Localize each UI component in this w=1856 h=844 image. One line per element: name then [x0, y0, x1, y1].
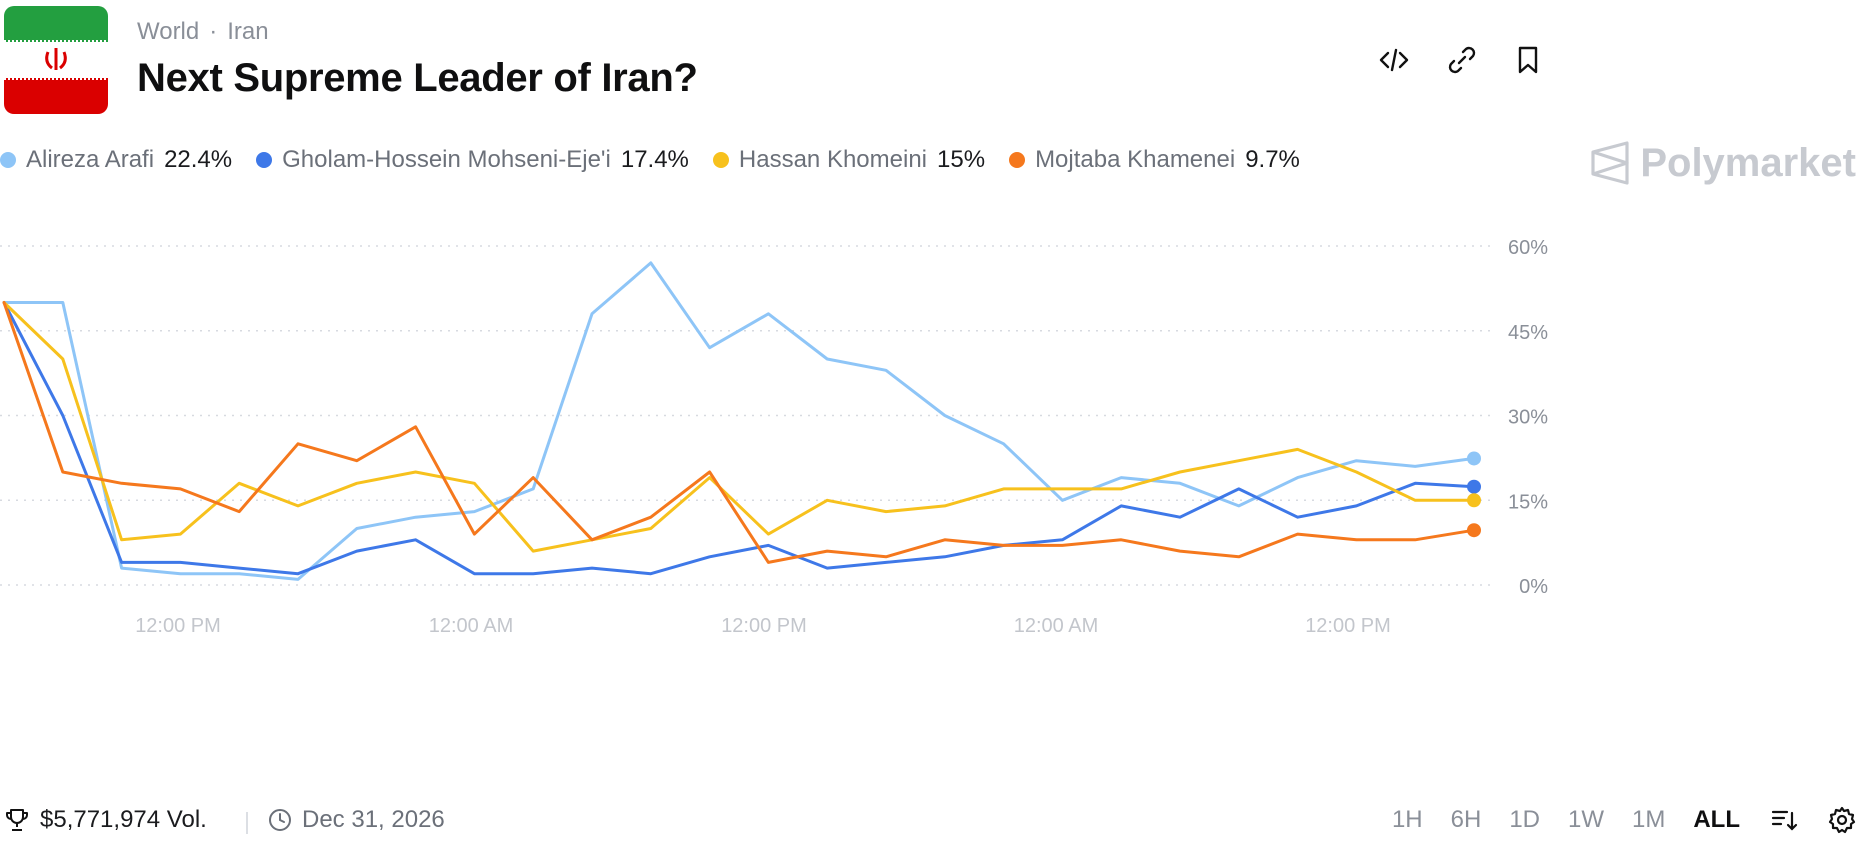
- code-icon: [1379, 48, 1409, 72]
- series-line-2: [2, 301, 1476, 553]
- x-tick-label: 12:00 PM: [721, 615, 807, 637]
- legend-dot: [712, 152, 729, 168]
- y-tick-label: 45%: [1508, 322, 1548, 344]
- breadcrumb: World · Iran: [137, 18, 269, 46]
- polymarket-brand: Polymarket: [1590, 140, 1856, 186]
- time-range-selector: 1H 6H 1D 1W 1M ALL: [1364, 806, 1856, 834]
- legend-value: 17.4%: [620, 146, 689, 173]
- legend-name: Hassan Khomeini: [738, 146, 928, 173]
- series-endpoint-0: [1467, 451, 1481, 466]
- sort-icon: [1771, 810, 1798, 831]
- legend-value: 22.4%: [164, 146, 233, 173]
- volume-info: $5,771,974 Vol.: [4, 806, 207, 834]
- embed-code-button[interactable]: [1372, 38, 1416, 82]
- copy-link-button[interactable]: [1440, 38, 1484, 82]
- iran-flag-icon: [4, 6, 108, 114]
- range-1d[interactable]: 1D: [1509, 806, 1540, 833]
- series-line-3: [2, 301, 1476, 564]
- y-tick-label: 30%: [1508, 407, 1548, 429]
- legend-dot: [0, 152, 16, 168]
- chart-series: [2, 261, 1481, 581]
- end-date-text: Dec 31, 2026: [302, 806, 445, 833]
- range-6h[interactable]: 6H: [1450, 806, 1482, 833]
- legend-item-hassan-khomeini[interactable]: Hassan Khomeini 15%: [712, 146, 986, 174]
- trophy-icon: [6, 809, 28, 831]
- polymarket-logo-icon: [1591, 141, 1629, 185]
- clock-icon: [269, 809, 291, 831]
- legend-name: Mojtaba Khamenei: [1035, 146, 1236, 173]
- x-tick-label: 12:00 PM: [1305, 615, 1391, 637]
- range-1w[interactable]: 1W: [1568, 806, 1604, 833]
- breadcrumb-separator: ·: [209, 18, 218, 45]
- series-endpoint-2: [1467, 493, 1481, 508]
- price-history-chart[interactable]: 60%45%30%15%0% 12:00 PM 12:00 AM 12:00 PM 1…: [0, 200, 1856, 760]
- range-1h[interactable]: 1H: [1391, 806, 1423, 833]
- chart-grid: [0, 245, 1490, 586]
- footer-divider: [246, 812, 248, 834]
- range-1m[interactable]: 1M: [1632, 806, 1666, 833]
- series-line-1: [2, 301, 1476, 576]
- link-icon: [1448, 46, 1476, 74]
- legend-value: 9.7%: [1245, 146, 1300, 173]
- legend-item-alireza-arafi[interactable]: Alireza Arafi 22.4%: [0, 146, 232, 174]
- volume-text: $5,771,974 Vol.: [40, 806, 207, 833]
- legend-dot: [256, 152, 273, 168]
- end-date-info: Dec 31, 2026: [268, 806, 445, 834]
- legend-item-mojtaba-khamenei[interactable]: Mojtaba Khamenei 9.7%: [1009, 146, 1300, 174]
- y-tick-label: 0%: [1519, 576, 1548, 598]
- breadcrumb-iran[interactable]: Iran: [227, 18, 269, 45]
- gear-icon: [1828, 806, 1856, 834]
- legend-value: 15%: [937, 146, 986, 173]
- range-all[interactable]: ALL: [1693, 806, 1740, 833]
- chart-legend: Alireza Arafi 22.4% Gholam-Hossein Mohse…: [0, 146, 1324, 174]
- legend-name: Gholam-Hossein Mohseni-Eje'i: [282, 146, 611, 173]
- legend-item-mohseni-ejei[interactable]: Gholam-Hossein Mohseni-Eje'i 17.4%: [256, 146, 689, 174]
- y-tick-label: 60%: [1508, 237, 1548, 259]
- x-axis: 12:00 PM 12:00 AM 12:00 PM 12:00 AM 12:00 PM: [135, 615, 1391, 637]
- breadcrumb-world[interactable]: World: [137, 18, 200, 45]
- y-axis: 60% 45% 30% 15% 0%: [1508, 237, 1548, 598]
- bookmark-icon: [1518, 46, 1538, 74]
- series-endpoint-1: [1467, 479, 1481, 494]
- header-actions: [0, 38, 1856, 86]
- settings-button[interactable]: [1828, 806, 1856, 834]
- legend-name: Alireza Arafi: [26, 146, 155, 173]
- x-tick-label: 12:00 AM: [1014, 615, 1099, 637]
- bookmark-button[interactable]: [1506, 38, 1550, 82]
- market-footer: $5,771,974 Vol. Dec 31, 2026 1H 6H 1D 1W…: [0, 806, 1856, 842]
- brand-label: Polymarket: [1640, 140, 1856, 185]
- sort-button[interactable]: [1770, 807, 1798, 833]
- x-tick-label: 12:00 PM: [135, 615, 221, 637]
- legend-dot: [1009, 152, 1026, 168]
- y-tick-label: 15%: [1508, 491, 1548, 513]
- series-endpoint-3: [1467, 523, 1481, 538]
- x-tick-label: 12:00 AM: [429, 615, 514, 637]
- series-line-0: [2, 261, 1476, 581]
- page-title: Next Supreme Leader of Iran?: [137, 56, 698, 100]
